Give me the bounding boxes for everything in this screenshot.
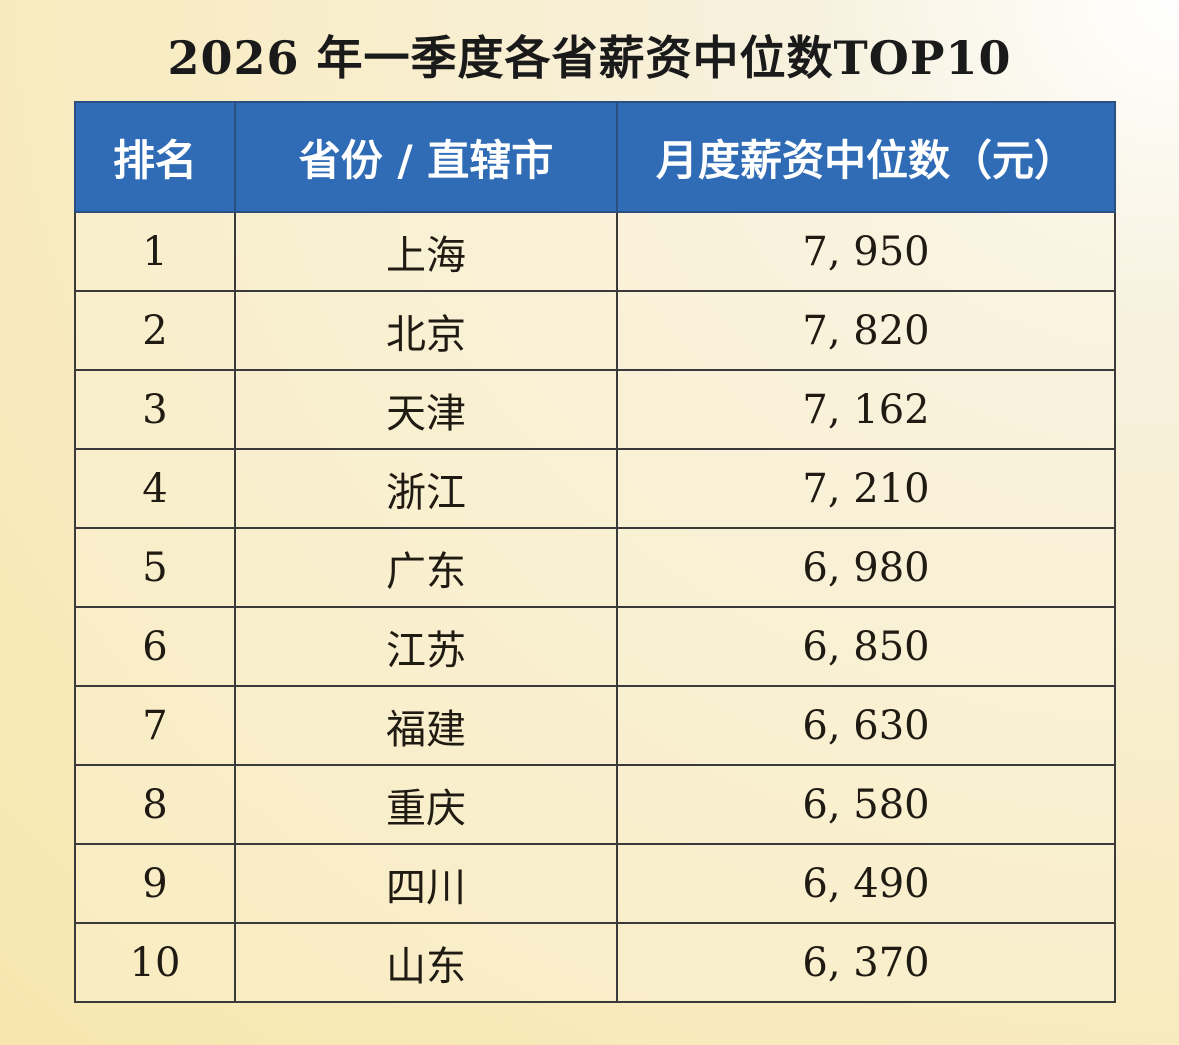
salary-cell: 6, 850 (616, 606, 1116, 687)
rank-cell: 6 (74, 606, 236, 687)
province-cell: 四川 (234, 843, 618, 924)
province-cell: 上海 (234, 211, 618, 292)
salary-cell: 6, 630 (616, 685, 1116, 766)
province-cell: 北京 (234, 290, 618, 371)
salary-cell: 7, 820 (616, 290, 1116, 371)
rank-cell: 3 (74, 369, 236, 450)
province-cell: 江苏 (234, 606, 618, 687)
province-cell: 浙江 (234, 448, 618, 529)
column-header-salary: 月度薪资中位数（元） (616, 101, 1116, 213)
rank-cell: 7 (74, 685, 236, 766)
table-row: 8 重庆 6, 580 (74, 764, 1116, 845)
rank-cell: 5 (74, 527, 236, 608)
table-row: 10 山东 6, 370 (74, 922, 1116, 1003)
table-row: 2 北京 7, 820 (74, 290, 1116, 371)
table-row: 5 广东 6, 980 (74, 527, 1116, 608)
table-row: 1 上海 7, 950 (74, 211, 1116, 292)
table-body: 1 上海 7, 950 2 北京 7, 820 3 天津 7, 162 4 浙江 7, 210 5 广东 6… (74, 211, 1116, 1003)
column-header-province: 省份 / 直辖市 (234, 101, 618, 213)
table-row: 6 江苏 6, 850 (74, 606, 1116, 687)
province-cell: 重庆 (234, 764, 618, 845)
province-cell: 广东 (234, 527, 618, 608)
province-cell: 山东 (234, 922, 618, 1003)
column-header-rank: 排名 (74, 101, 236, 213)
salary-cell: 6, 580 (616, 764, 1116, 845)
salary-cell: 7, 162 (616, 369, 1116, 450)
table-row: 7 福建 6, 630 (74, 685, 1116, 766)
salary-cell: 6, 490 (616, 843, 1116, 924)
province-cell: 福建 (234, 685, 618, 766)
province-cell: 天津 (234, 369, 618, 450)
table-row: 9 四川 6, 490 (74, 843, 1116, 924)
rank-cell: 2 (74, 290, 236, 371)
salary-table: 排名 省份 / 直辖市 月度薪资中位数（元） 1 上海 7, 950 2 北京 7, 82… (74, 101, 1116, 1003)
table-row: 3 天津 7, 162 (74, 369, 1116, 450)
salary-cell: 7, 950 (616, 211, 1116, 292)
salary-cell: 7, 210 (616, 448, 1116, 529)
rank-cell: 9 (74, 843, 236, 924)
page-title: 2026 年一季度各省薪资中位数TOP10 (167, 31, 1012, 85)
table-row: 4 浙江 7, 210 (74, 448, 1116, 529)
rank-cell: 10 (74, 922, 236, 1003)
table-header-row: 排名 省份 / 直辖市 月度薪资中位数（元） (74, 101, 1116, 213)
salary-cell: 6, 370 (616, 922, 1116, 1003)
rank-cell: 1 (74, 211, 236, 292)
salary-cell: 6, 980 (616, 527, 1116, 608)
rank-cell: 4 (74, 448, 236, 529)
rank-cell: 8 (74, 764, 236, 845)
